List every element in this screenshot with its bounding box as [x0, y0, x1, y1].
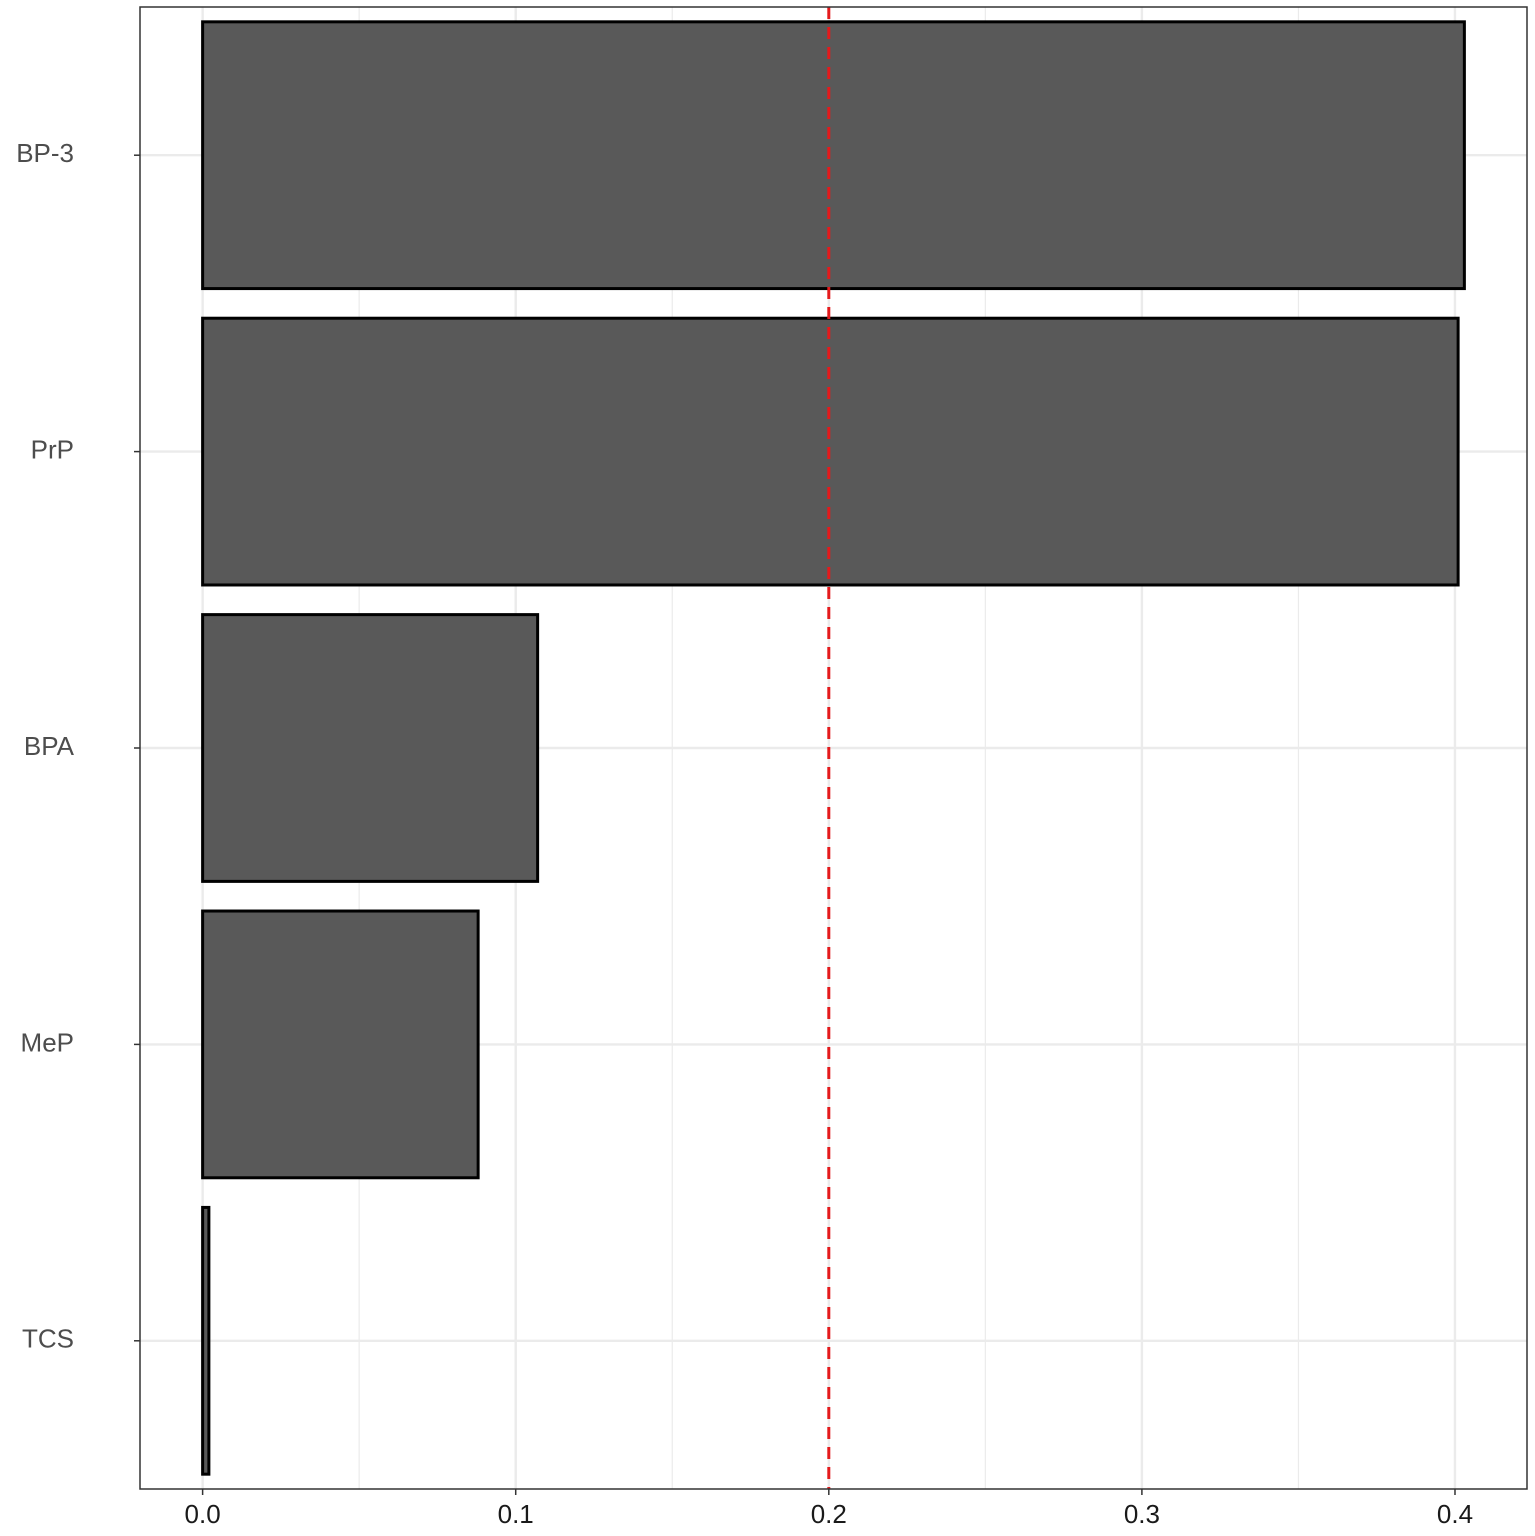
x-tick-label: 0.1 [498, 1499, 534, 1529]
y-axis-ticks: BP-3 PrP BPA MeP TCS [16, 138, 140, 1354]
bar-bp-3 [201, 20, 1466, 291]
y-tick-label: BP-3 [16, 138, 74, 168]
x-axis-ticks: 0.0 0.1 0.2 0.3 0.4 [185, 1489, 1473, 1529]
x-tick-label: 0.3 [1124, 1499, 1160, 1529]
bars [201, 20, 1466, 1476]
y-tick-label: PrP [31, 434, 74, 464]
x-tick-label: 0.2 [811, 1499, 847, 1529]
x-tick-label: 0.4 [1437, 1499, 1473, 1529]
x-tick-label: 0.0 [185, 1499, 221, 1529]
y-tick-label: MeP [21, 1027, 74, 1057]
bar-mep [201, 909, 480, 1180]
y-tick-label: BPA [24, 731, 75, 761]
y-tick-label: TCS [22, 1324, 74, 1354]
bar-tcs [201, 1205, 211, 1476]
bar-bpa [201, 613, 540, 883]
bar-prp [201, 316, 1460, 587]
